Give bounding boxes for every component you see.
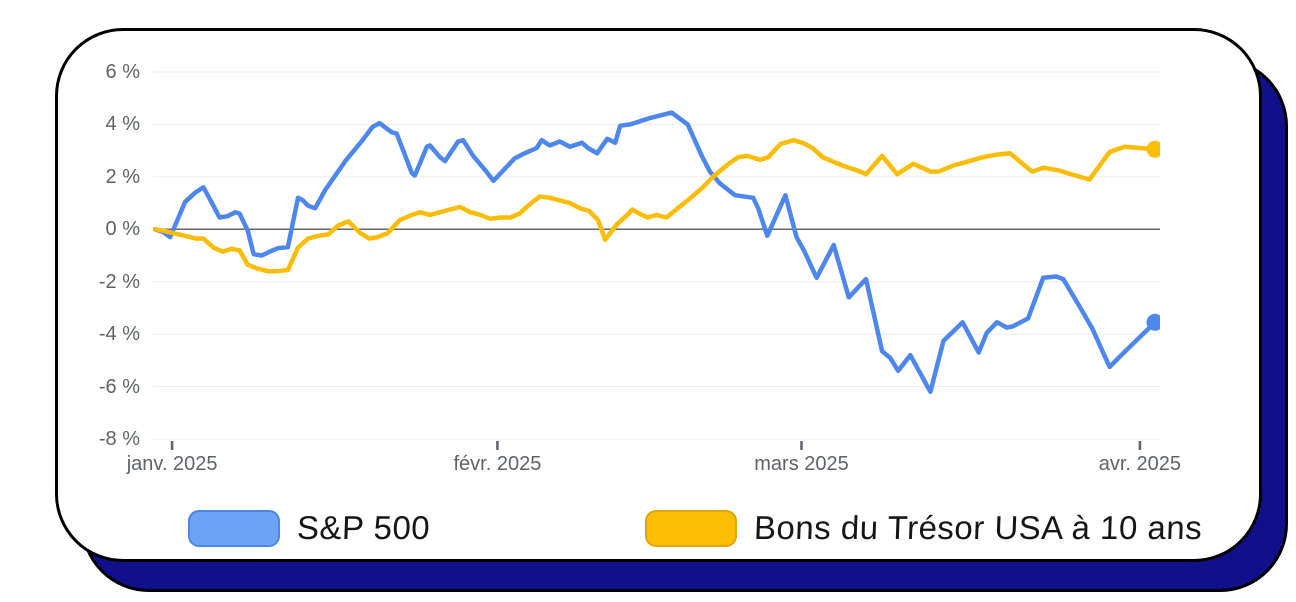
sp500-label: S&P 500: [296, 509, 431, 546]
y-tick-label: -4 %: [98, 323, 140, 346]
series-end-dot-1[interactable]: [1146, 140, 1161, 158]
sp500-swatch: [188, 509, 280, 547]
y-tick-label: 4 %: [105, 113, 140, 136]
treasury-label: Bons du Trésor USA à 10 ans: [753, 509, 1203, 546]
series-line-1[interactable]: [153, 137, 1158, 274]
x-tick-label: mars 2025: [754, 453, 849, 475]
x-tick-label: janv. 2025: [126, 453, 218, 475]
y-tick-label: 2 %: [105, 165, 140, 188]
x-tick-label: févr. 2025: [453, 453, 542, 475]
treasury-swatch: [645, 509, 737, 547]
y-tick-label: -6 %: [98, 375, 140, 398]
y-tick-label: -8 %: [98, 427, 140, 450]
x-tick-label: avr. 2025: [1098, 453, 1181, 475]
y-tick-label: -2 %: [98, 270, 140, 293]
legend-item-treasury: Bons du Trésor USA à 10 ans: [645, 509, 1203, 547]
series-end-dot-0[interactable]: [1146, 313, 1161, 331]
chart-plot[interactable]: [153, 65, 1160, 457]
series-line-0[interactable]: [153, 110, 1158, 395]
legend-item-sp500: S&P 500: [188, 509, 431, 547]
y-tick-label: 0 %: [105, 218, 140, 241]
y-tick-label: 6 %: [105, 61, 140, 83]
